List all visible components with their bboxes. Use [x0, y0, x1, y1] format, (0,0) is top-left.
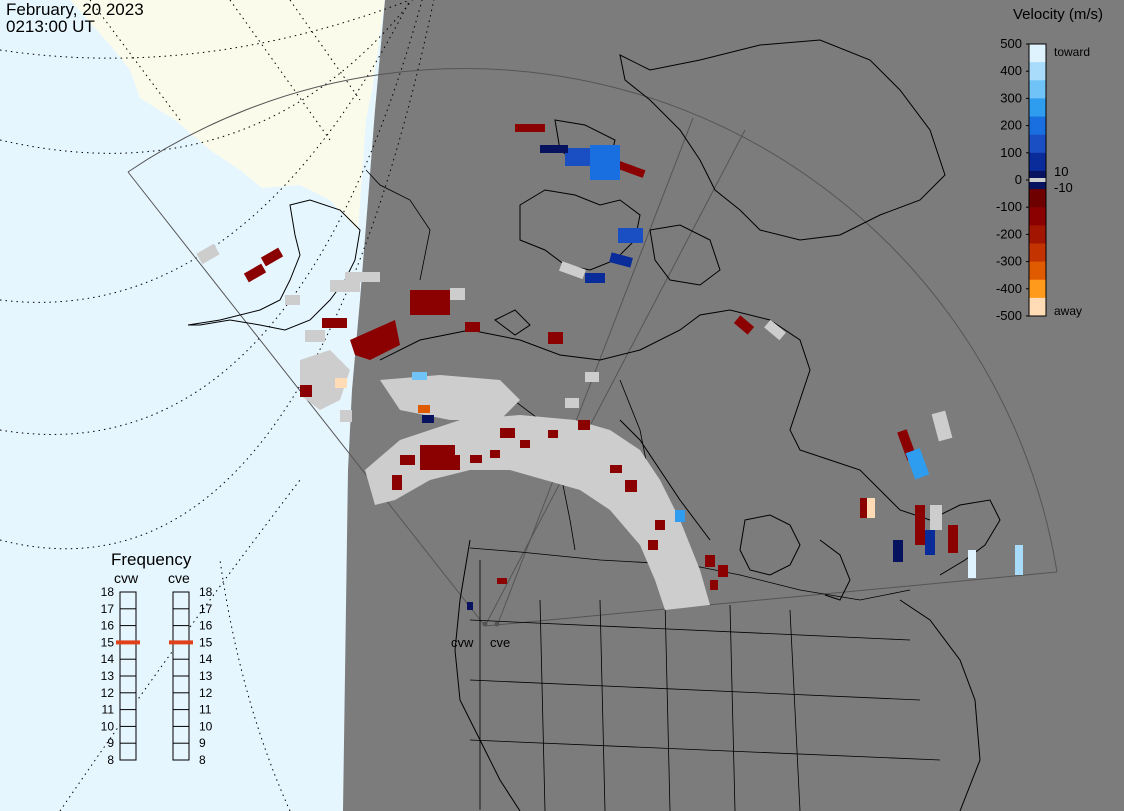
colorbar-tick-label: 500: [1000, 36, 1022, 51]
frequency-title: Frequency: [111, 550, 192, 569]
colorbar-swatch: [1029, 243, 1046, 263]
colorbar-tick-label: 0: [1015, 172, 1022, 187]
nightside-region: [343, 0, 1124, 811]
frequency-tick-label: 8: [199, 753, 206, 767]
frequency-tick-label: 14: [101, 652, 115, 666]
coastlines: [187, 39, 1001, 811]
colorbar-inner-tick-pos: 10: [1054, 164, 1068, 179]
frequency-tick-label: 8: [107, 753, 114, 767]
frequency-tick-label: 13: [101, 669, 115, 683]
frequency-tick-label: 15: [101, 635, 115, 649]
colorbar-swatch: [1029, 80, 1046, 99]
colorbar-away-label: away: [1054, 304, 1082, 318]
site-marker-cve: [494, 621, 500, 627]
colorbar-swatch: [1029, 116, 1046, 136]
frequency-tick-label: 12: [199, 686, 213, 700]
frequency-tick-label: 11: [102, 703, 115, 717]
frequency-tick-label: 11: [199, 703, 212, 717]
colorbar-tick-label: -300: [996, 254, 1022, 269]
colorbar-swatch: [1029, 207, 1046, 226]
frequency-tick-label: 14: [199, 652, 213, 666]
colorbar-zero-band: [1029, 178, 1046, 182]
colorbar-tick-label: -500: [996, 308, 1022, 323]
colorbar-tick-label: -200: [996, 226, 1022, 241]
colorbar-tick-label: 400: [1000, 63, 1022, 78]
graticule: [0, 0, 435, 811]
frequency-tick-label: 18: [101, 585, 115, 599]
frequency-tick-label: 12: [101, 686, 115, 700]
frequency-tick-label: 15: [199, 635, 213, 649]
colorbar-title: Velocity (m/s): [1013, 6, 1104, 23]
colorbar-tick-label: 300: [1000, 90, 1022, 105]
colorbar-swatch: [1029, 261, 1046, 281]
date-label: February, 20 2023: [6, 0, 144, 19]
velocity-away-cells: [243, 124, 958, 590]
colorbar-swatch: [1029, 98, 1046, 118]
political-borders: [365, 169, 941, 811]
site-marker-cvw: [482, 621, 488, 627]
frequency-marker-cvw: [116, 640, 140, 645]
frequency-tick-label: 18: [199, 585, 213, 599]
velocity-colorbar: 500 400 300 200 100 0 -100 -200 -300 -400 -500 tow…: [996, 36, 1090, 323]
site-label-cvw: cvw: [451, 635, 474, 650]
colorbar-swatch: [1029, 297, 1046, 317]
frequency-tick-label: 10: [199, 719, 213, 733]
radar-sites: cvw cve: [451, 621, 510, 650]
colorbar-tick-label: -100: [996, 199, 1022, 214]
frequency-radar-label-cve: cve: [168, 570, 190, 586]
colorbar-swatch: [1029, 225, 1046, 244]
colorbar-tick-label: 100: [1000, 145, 1022, 160]
colorbar-toward-label: toward: [1054, 45, 1090, 59]
colorbar-tick-label: -400: [996, 281, 1022, 296]
frequency-tick-label: 9: [199, 736, 206, 750]
colorbar-swatch: [1029, 62, 1046, 81]
colorbar-swatch: [1029, 134, 1046, 154]
frequency-tick-label: 16: [199, 619, 213, 633]
frequency-tick-label: 17: [199, 602, 213, 616]
site-label-cve: cve: [490, 635, 510, 650]
time-label: 0213:00 UT: [6, 17, 95, 36]
colorbar-swatch: [1029, 152, 1046, 172]
colorbar-inner-tick-neg: -10: [1054, 180, 1073, 195]
frequency-marker-cve: [169, 640, 193, 645]
frequency-tick-label: 17: [101, 602, 115, 616]
colorbar-swatch: [1029, 279, 1046, 299]
frequency-tick-label: 13: [199, 669, 213, 683]
frequency-radar-label-cvw: cvw: [114, 570, 139, 586]
colorbar-swatch: [1029, 189, 1046, 208]
frequency-tick-label: 9: [107, 736, 114, 750]
frequency-tick-label: 10: [101, 719, 115, 733]
frequency-tick-label: 16: [101, 619, 115, 633]
frequency-panel: Frequency cvw cve 18 17 16 15 14 13 12 11 10 9 8 18…: [101, 550, 213, 767]
colorbar-tick-label: 200: [1000, 118, 1022, 133]
velocity-toward-cells: [335, 145, 1023, 610]
colorbar-swatch: [1029, 44, 1046, 63]
